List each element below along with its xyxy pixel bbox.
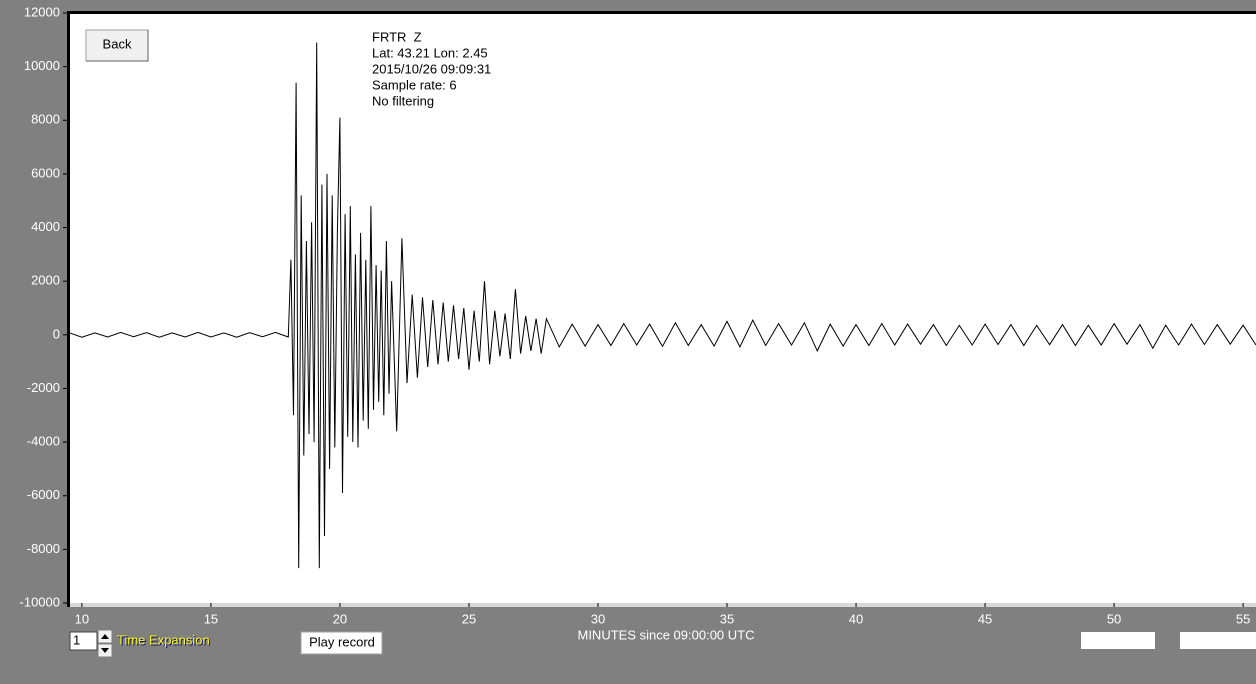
- expansion-label-shadow: Time Expansion: [118, 633, 211, 648]
- waveform: [68, 42, 1256, 569]
- y-tick-label: 12000: [24, 4, 60, 19]
- y-tick-label: -10000: [20, 594, 60, 609]
- spin-up-arrow: [101, 634, 109, 639]
- back-button[interactable]: Back: [85, 29, 149, 62]
- blank-field[interactable]: [1081, 632, 1155, 649]
- play-button-label[interactable]: Play record: [309, 634, 375, 649]
- x-tick-label: 45: [978, 611, 992, 626]
- x-axis-label: MINUTES since 09:00:00 UTC: [577, 627, 754, 642]
- back-button-label[interactable]: Back: [103, 36, 132, 51]
- x-tick-label: 50: [1107, 611, 1121, 626]
- y-tick-label: 0: [53, 326, 60, 341]
- plot-bottom-strip: [69, 603, 1256, 607]
- x-tick-label: 55: [1236, 611, 1250, 626]
- blank-field[interactable]: [1180, 632, 1256, 649]
- info-line: Lat: 43.21 Lon: 2.45: [372, 45, 488, 60]
- x-tick-label: 10: [75, 611, 89, 626]
- chart-marks: -10000 -8000 -6000 -4000 -2000 0 2000 4000 6000 8…: [20, 4, 1256, 626]
- info-line: 2015/10/26 09:09:31: [372, 61, 491, 76]
- y-tick-label: 8000: [31, 112, 60, 127]
- y-tick-label: 2000: [31, 273, 60, 288]
- spin-down-arrow: [101, 648, 109, 653]
- back-button-bevel: [86, 30, 149, 62]
- y-tick-label: 10000: [24, 58, 60, 73]
- y-tick-label: 6000: [31, 165, 60, 180]
- expansion-label: Time Expansion: [117, 632, 210, 647]
- info-line: Sample rate: 6: [372, 77, 457, 92]
- info-line: No filtering: [372, 93, 434, 108]
- plot-area: [69, 13, 1256, 603]
- y-tick-label: -2000: [27, 380, 60, 395]
- play-button[interactable]: [300, 631, 383, 655]
- back-button-face[interactable]: [85, 29, 149, 62]
- y-tick-label: 4000: [31, 219, 60, 234]
- expansion-value[interactable]: 1: [73, 632, 80, 647]
- x-tick-label: 25: [462, 611, 476, 626]
- expansion-input[interactable]: [69, 631, 98, 651]
- y-tick-label: -6000: [27, 487, 60, 502]
- x-tick-label: 35: [720, 611, 734, 626]
- y-tick-label: -4000: [27, 434, 60, 449]
- x-tick-label: 15: [204, 611, 218, 626]
- x-tick-label: 30: [591, 611, 605, 626]
- info-line: FRTR Z: [372, 29, 422, 44]
- x-tick-label: 40: [849, 611, 863, 626]
- plot-top-border: [67, 11, 1256, 14]
- x-tick-label: 20: [333, 611, 347, 626]
- plot-left-border: [67, 11, 70, 607]
- y-tick-label: -8000: [27, 541, 60, 556]
